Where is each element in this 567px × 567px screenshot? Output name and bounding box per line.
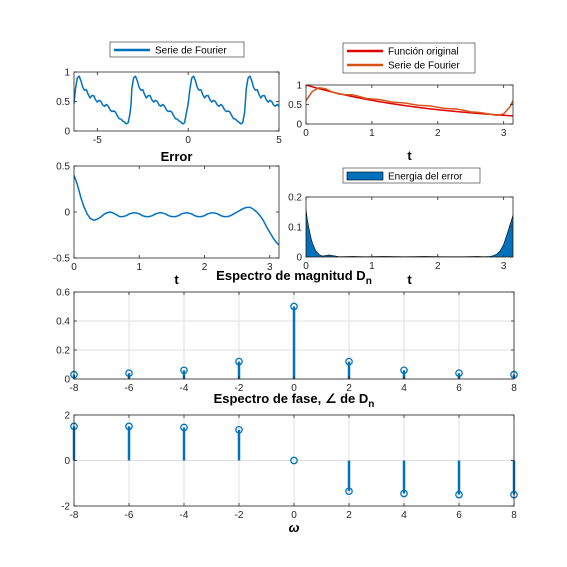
legend-label: Energia del error [388, 172, 463, 183]
energy-area [306, 208, 513, 257]
x-tick-label: 6 [456, 510, 462, 521]
x-tick-label: 0 [291, 383, 297, 394]
series-line-1 [74, 174, 279, 246]
x-tick-label: -6 [125, 383, 134, 394]
x-tick-label: 2 [435, 261, 441, 272]
legend-label: Serie de Fourier [388, 61, 460, 72]
x-tick-label: -5 [93, 135, 102, 146]
x-tick-label: -4 [180, 510, 189, 521]
x-tick-label: 1 [369, 128, 375, 139]
x-tick-label: 1 [136, 262, 142, 273]
y-tick-label: 2 [64, 411, 70, 422]
panel-p2: 0 1 2 3 0 0.5 1 t Función original Serie de Fouri… [288, 42, 514, 163]
y-tick-label: 0 [296, 120, 302, 131]
x-tick-label: 2 [202, 262, 208, 273]
x-tick-label: -8 [70, 383, 79, 394]
y-tick-label: 0 [64, 208, 70, 219]
y-tick-label: 1 [296, 81, 302, 92]
legend-label: Serie de Fourier [155, 46, 227, 57]
panel-title: Espectro de magnitud Dn [216, 268, 372, 287]
x-tick-label: 8 [511, 510, 517, 521]
stem-marker [125, 422, 133, 431]
x-tick-label: 2 [435, 128, 441, 139]
panel-p4: 0 1 2 3 0 0.1 0.2 t Energia del error [288, 167, 514, 287]
y-tick-label: 0.1 [288, 223, 302, 234]
panel-title: Error [161, 149, 193, 164]
y-tick-label: 0 [64, 127, 70, 138]
stem-marker [345, 357, 353, 366]
x-axis-label: t [407, 272, 412, 287]
stem-marker [400, 366, 408, 375]
y-tick-label: 0.6 [56, 288, 70, 299]
y-tick-label: -0.5 [53, 254, 71, 265]
x-tick-label: 0 [71, 262, 77, 273]
x-tick-label: -4 [180, 383, 189, 394]
series-line-2 [306, 86, 513, 117]
stem-marker [400, 489, 408, 498]
stem-marker [180, 366, 188, 375]
x-tick-label: 6 [456, 383, 462, 394]
x-tick-label: 2 [346, 510, 352, 521]
y-tick-label: 0 [296, 253, 302, 264]
x-tick-label: 8 [511, 383, 517, 394]
y-tick-label: -2 [61, 502, 70, 513]
y-tick-label: 0 [64, 375, 70, 386]
axes-box [73, 165, 280, 259]
x-tick-label: 5 [276, 135, 282, 146]
legend-box [342, 42, 476, 74]
x-axis-label: t [174, 272, 179, 287]
x-tick-label: -2 [235, 510, 244, 521]
y-tick-label: 0 [64, 456, 70, 467]
x-tick-label: 0 [185, 135, 191, 146]
x-tick-label: 3 [501, 261, 507, 272]
stem-marker [345, 487, 353, 496]
x-tick-label: -6 [125, 510, 134, 521]
x-tick-label: 3 [267, 262, 273, 273]
x-axis-label: t [407, 148, 412, 163]
panel-p5: -8 -6 -4 -2 0 2 4 6 8 0 0.2 0.4 0.6 Espectro de magni… [56, 268, 518, 394]
x-tick-label: -2 [235, 383, 244, 394]
y-tick-label: 0.5 [56, 97, 70, 108]
x-tick-label: 2 [346, 383, 352, 394]
stem-marker [235, 357, 243, 366]
y-tick-label: 0.2 [288, 193, 302, 204]
stem-marker [455, 490, 463, 499]
x-tick-label: 4 [401, 510, 407, 521]
x-tick-label: -8 [70, 510, 79, 521]
y-tick-label: 0.2 [56, 346, 70, 357]
panel-p1: -5 0 5 0 0.5 1 Serie de Fourier [56, 41, 282, 146]
stem-marker [180, 423, 188, 432]
stem-marker [290, 456, 298, 465]
x-tick-label: 1 [369, 261, 375, 272]
y-tick-label: 0.5 [288, 100, 302, 111]
panel-title: Espectro de fase, ∠ de Dn [214, 391, 375, 410]
series-line-1 [306, 85, 513, 117]
x-axis-label: ω [289, 520, 300, 535]
x-tick-label: 0 [303, 261, 309, 272]
panel-p6: -8 -6 -4 -2 0 2 4 6 8 -2 0 2 Espectro de fase, ∠ de … [61, 391, 518, 535]
legend-swatch [346, 171, 384, 181]
stem-marker [235, 425, 243, 434]
y-tick-label: 0.5 [56, 162, 70, 173]
series-line-1 [74, 75, 279, 125]
stem-marker [290, 302, 298, 311]
x-tick-label: 3 [501, 128, 507, 139]
x-tick-label: 0 [303, 128, 309, 139]
x-tick-label: 4 [401, 383, 407, 394]
legend-box [109, 41, 245, 58]
x-tick-label: 0 [291, 510, 297, 521]
legend-label: Función original [388, 47, 459, 58]
y-tick-label: 1 [64, 68, 70, 79]
y-tick-label: 0.4 [56, 317, 70, 328]
axes-box [305, 196, 514, 258]
